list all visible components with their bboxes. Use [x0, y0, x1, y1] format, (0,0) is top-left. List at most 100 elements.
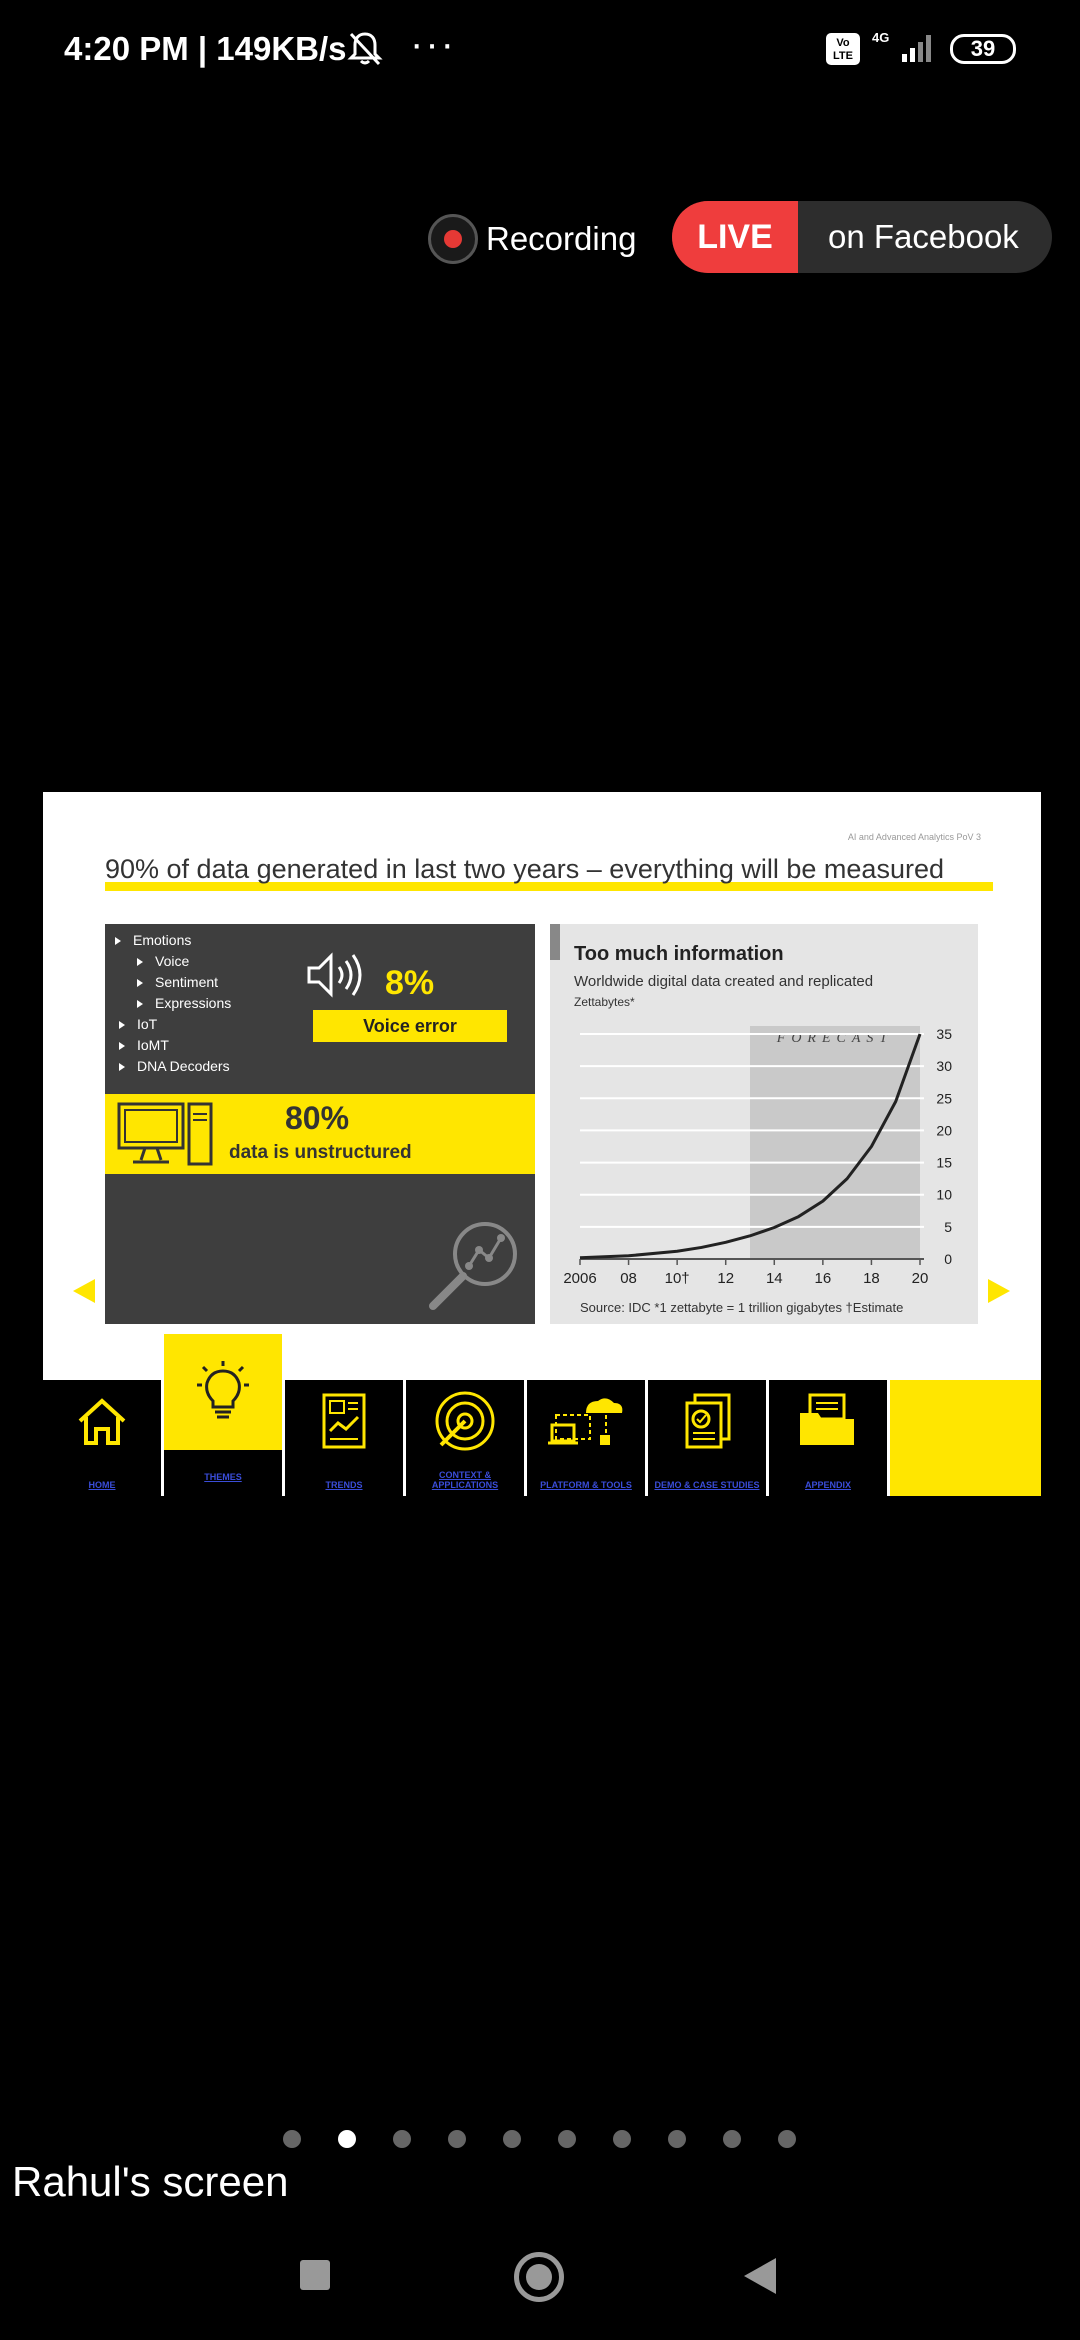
- tab-label: TRENDS: [325, 1480, 363, 1490]
- live-target: on Facebook: [828, 218, 1019, 255]
- y-tick-label: 35: [936, 1026, 952, 1042]
- tab-label: DEMO & CASE STUDIES: [654, 1480, 760, 1490]
- bullet-icon: [119, 1062, 125, 1071]
- page-dot: [613, 2130, 631, 2148]
- list-item: Emotions: [115, 930, 231, 951]
- screen-owner-label: Rahul's screen: [12, 2158, 289, 2205]
- more-dots: ···: [410, 22, 456, 66]
- page-dot: [778, 2130, 796, 2148]
- status-time: 4:20 PM | 149KB/s: [64, 30, 347, 67]
- folder-icon: [800, 1393, 854, 1445]
- y-tick-label: 5: [944, 1219, 952, 1235]
- page-dot: [668, 2130, 686, 2148]
- network-type: 4G: [872, 30, 890, 45]
- bullet-icon: [115, 936, 121, 945]
- signal-icon: [902, 35, 931, 62]
- y-tick-label: 0: [944, 1251, 952, 1267]
- battery-icon: 39: [950, 34, 1016, 64]
- slide-tag: AI and Advanced Analytics PoV 3: [847, 832, 981, 842]
- page-dot: [448, 2130, 466, 2148]
- magnifier-chart-icon: [429, 1222, 517, 1310]
- chart-panel: Too much information Worldwide digital d…: [550, 924, 978, 1324]
- x-tick-label: 2006: [563, 1270, 596, 1287]
- volte-icon: Vo LTE: [826, 33, 860, 65]
- target-icon: [435, 1391, 495, 1451]
- status-bar: 4:20 PM | 149KB/s ··· Vo LTE 4G 39: [0, 0, 1080, 100]
- tab-platform[interactable]: PLATFORM & TOOLS: [527, 1380, 645, 1496]
- y-tick-label: 30: [936, 1058, 952, 1074]
- tab-demo[interactable]: DEMO & CASE STUDIES: [648, 1380, 766, 1496]
- list-item: Voice: [115, 951, 231, 972]
- list-item: Sentiment: [115, 972, 231, 993]
- x-tick-label: 16: [815, 1270, 832, 1287]
- x-tick-label: 20: [912, 1270, 929, 1287]
- voice-error-label: Voice error: [313, 1010, 507, 1042]
- chart-title: Too much information: [574, 943, 784, 965]
- slide-nav: HOME THEMES: [43, 1334, 1041, 1496]
- live-facebook-pill[interactable]: LIVE on Facebook: [672, 201, 1052, 273]
- page-dot: [283, 2130, 301, 2148]
- recents-icon[interactable]: [300, 2260, 330, 2290]
- chart-source: Source: IDC *1 zettabyte = 1 trillion gi…: [580, 1300, 903, 1315]
- bullet-icon: [119, 1020, 125, 1029]
- data-growth-chart: Too much information Worldwide digital d…: [550, 924, 952, 1315]
- page-dot: [338, 2130, 356, 2148]
- x-tick-label: 18: [863, 1270, 880, 1287]
- cloud-icon: [548, 1398, 623, 1445]
- trends-icon: [322, 1393, 366, 1449]
- bell-muted-icon: [347, 32, 383, 66]
- tab-appendix[interactable]: APPENDIX: [769, 1380, 887, 1496]
- tab-label: CONTEXT & APPLICATIONS: [431, 1470, 499, 1490]
- lightbulb-icon: [197, 1361, 249, 1419]
- system-nav-bar: [0, 2230, 1080, 2340]
- data-sources-panel: Emotions Voice Sentiment Expressions IoT…: [105, 924, 535, 1324]
- computer-icon: [117, 1102, 213, 1166]
- forecast-region: [750, 1026, 920, 1259]
- back-icon[interactable]: [744, 2258, 776, 2294]
- page-dot: [723, 2130, 741, 2148]
- tab-label: HOME: [88, 1480, 116, 1490]
- y-tick-label: 25: [936, 1090, 952, 1106]
- bullet-icon: [137, 999, 143, 1008]
- list-item: Expressions: [115, 993, 231, 1014]
- page-dot: [393, 2130, 411, 2148]
- speaker-icon: [307, 952, 362, 998]
- list-item: IoT: [115, 1014, 231, 1035]
- x-tick-label: 08: [620, 1270, 637, 1287]
- bullet-icon: [119, 1041, 125, 1050]
- tab-themes[interactable]: THEMES: [164, 1334, 282, 1496]
- prev-slide-arrow-icon[interactable]: [73, 1279, 95, 1303]
- shared-slide: AI and Advanced Analytics PoV 3 90% of d…: [43, 792, 1041, 1496]
- tab-label: APPENDIX: [804, 1480, 851, 1490]
- title-underline: [105, 882, 993, 891]
- next-slide-arrow-icon[interactable]: [988, 1279, 1010, 1303]
- voice-error-percent: 8%: [385, 964, 435, 1002]
- tab-label: PLATFORM & TOOLS: [540, 1480, 632, 1490]
- chart-ylabel: Zettabytes*: [574, 995, 635, 1009]
- bullet-icon: [137, 957, 143, 966]
- data-sources-list: Emotions Voice Sentiment Expressions IoT…: [115, 930, 231, 1077]
- list-item: DNA Decoders: [115, 1056, 231, 1077]
- slide-title: 90% of data generated in last two years …: [105, 854, 944, 884]
- y-tick-label: 20: [936, 1122, 952, 1138]
- list-item: IoMT: [115, 1035, 231, 1056]
- x-tick-label: 14: [766, 1270, 783, 1287]
- chart-accent-bar: [550, 924, 560, 960]
- tab-home[interactable]: HOME: [43, 1380, 161, 1496]
- x-tick-label: 12: [717, 1270, 734, 1287]
- nav-fill: [890, 1380, 1041, 1496]
- recording-indicator: Recording: [428, 212, 636, 266]
- page-dot: [558, 2130, 576, 2148]
- document-check-icon: [685, 1393, 731, 1449]
- unstructured-label: data is unstructured: [229, 1142, 412, 1163]
- bullet-icon: [137, 978, 143, 987]
- tab-label: THEMES: [164, 1450, 282, 1496]
- y-tick-label: 15: [936, 1155, 952, 1171]
- home-icon: [78, 1398, 126, 1445]
- chart-subtitle: Worldwide digital data created and repli…: [574, 973, 873, 990]
- x-tick-label: 10†: [665, 1270, 690, 1287]
- tab-trends[interactable]: TRENDS: [285, 1380, 403, 1496]
- page-dot: [503, 2130, 521, 2148]
- home-button-icon[interactable]: [514, 2252, 564, 2302]
- tab-context[interactable]: CONTEXT & APPLICATIONS: [406, 1380, 524, 1496]
